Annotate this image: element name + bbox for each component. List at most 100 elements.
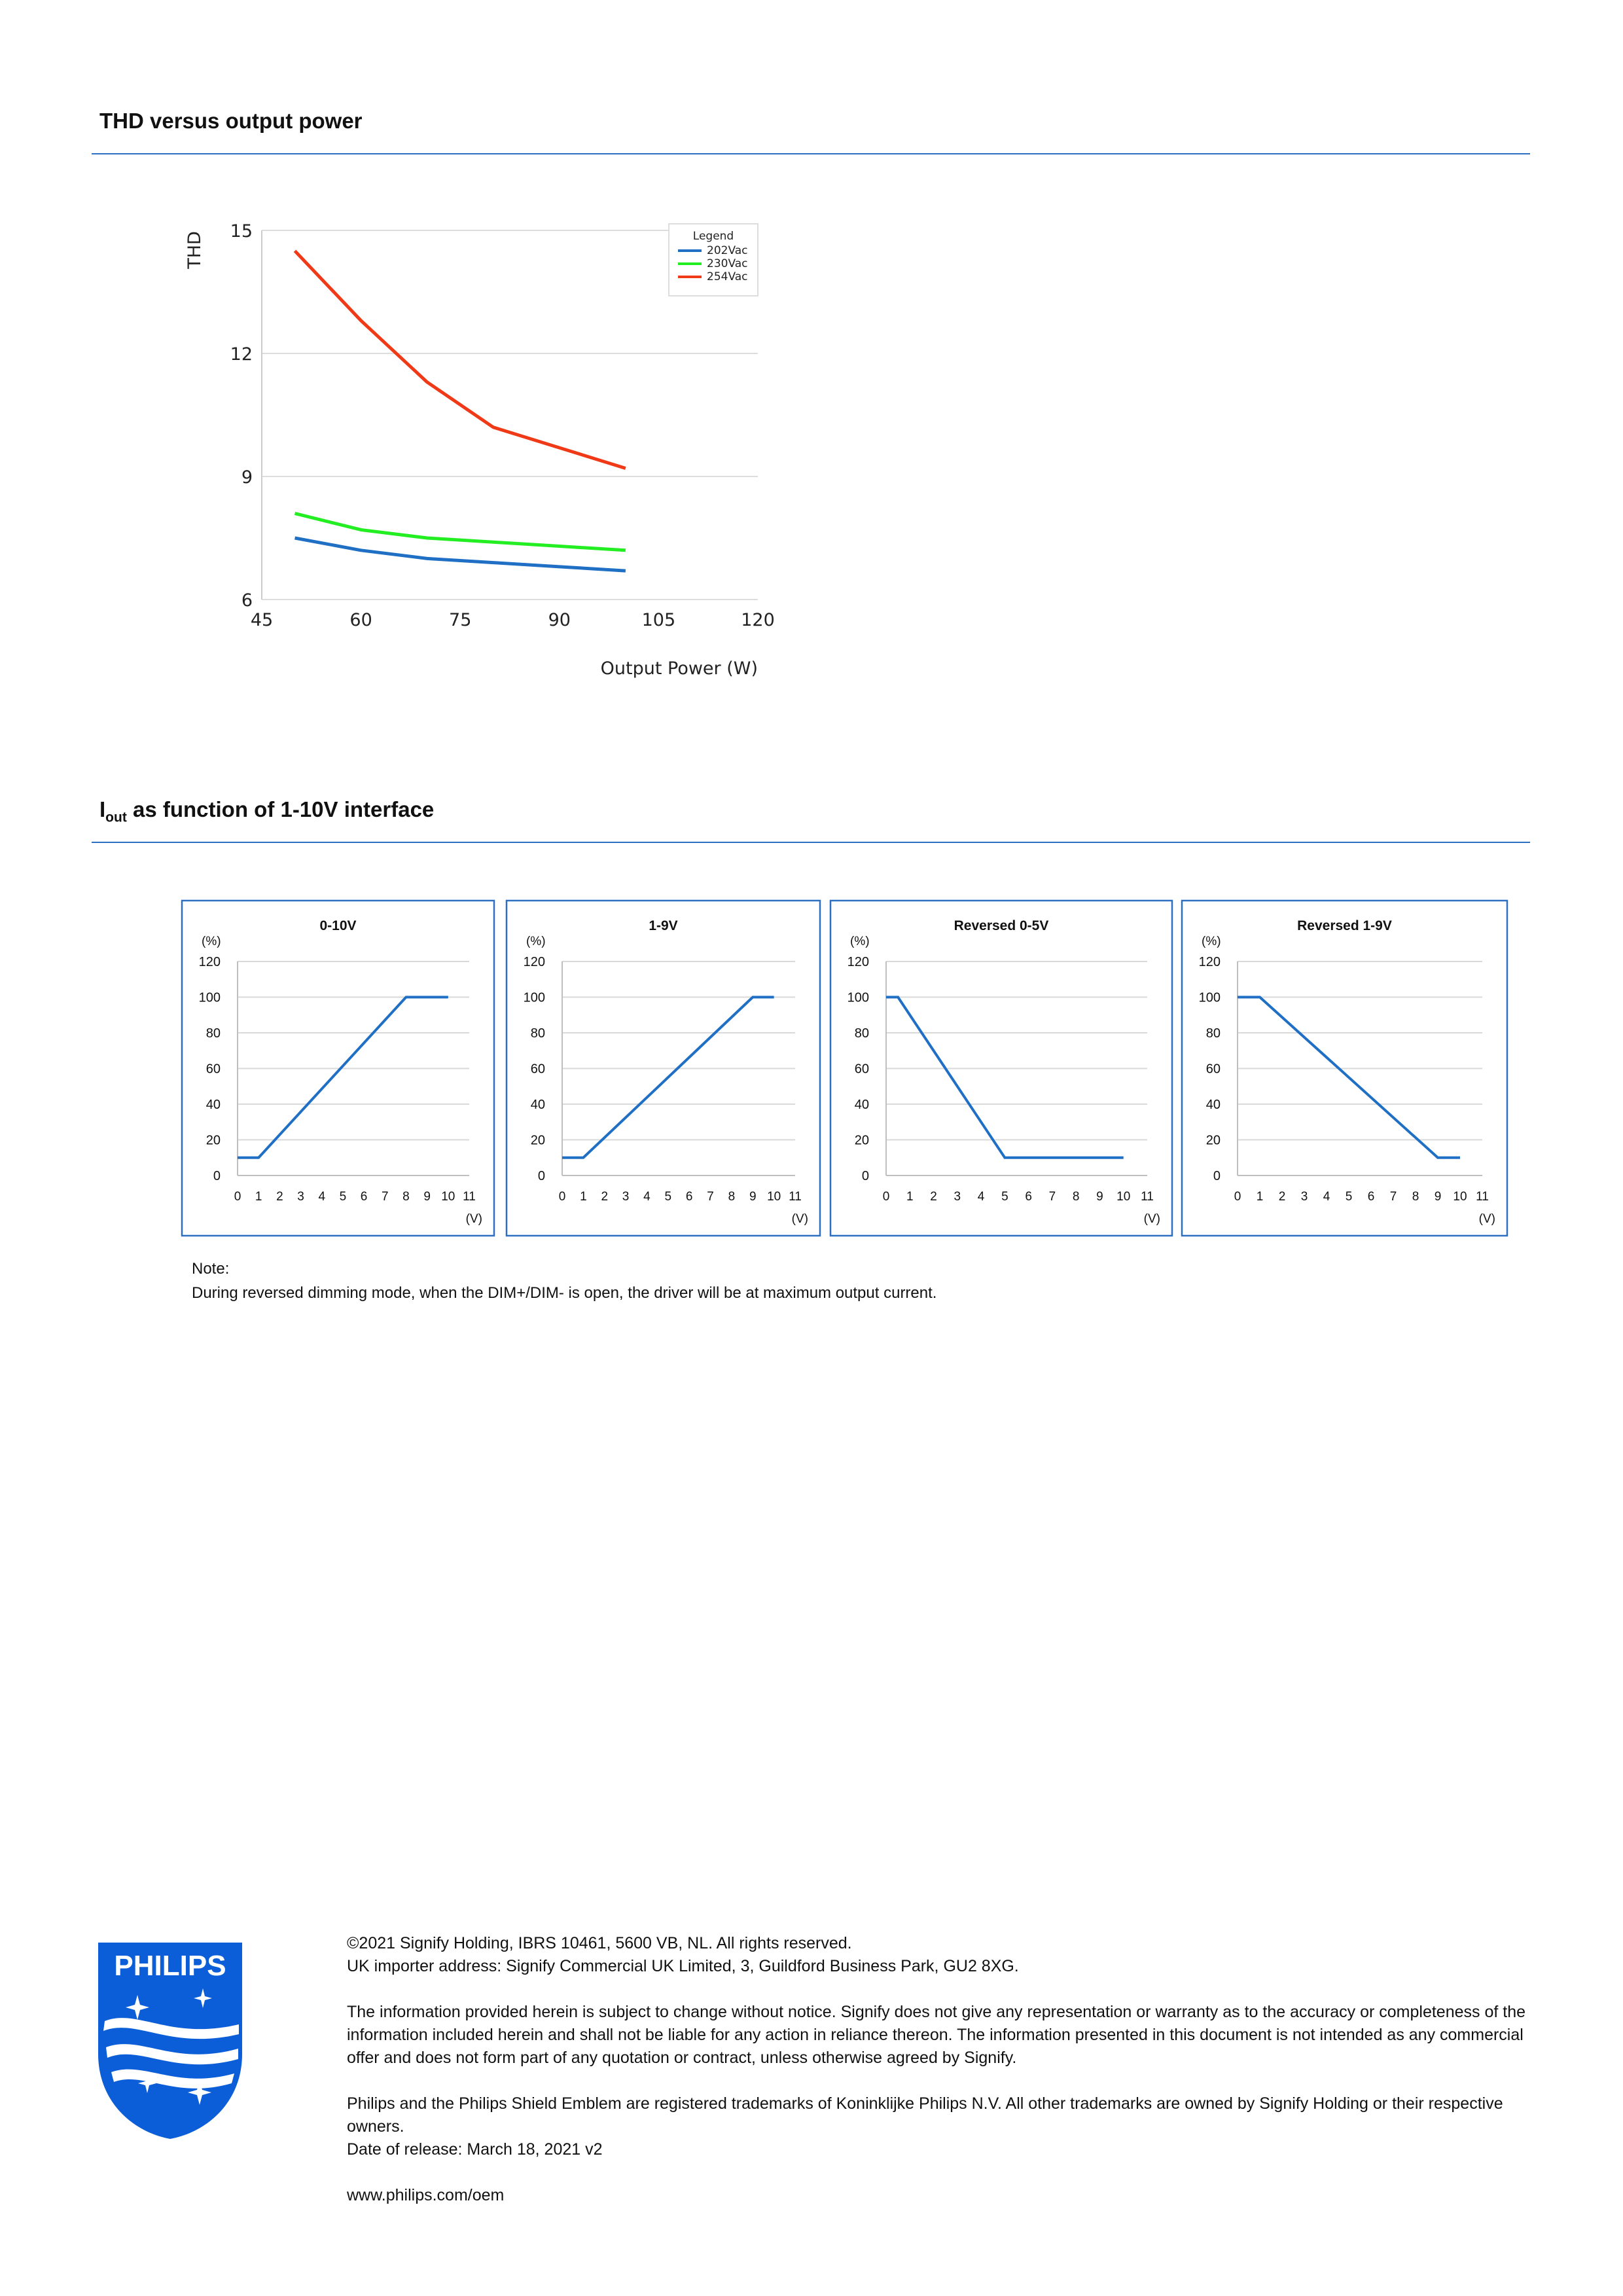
panel-curve (886, 996, 1124, 1159)
panel-y-tick-label: 40 (531, 1098, 545, 1112)
thd-tick-labels: 6 9 12 15 45 60 75 90 105 120 (230, 221, 775, 630)
footer-trademarks: Philips and the Philips Shield Emblem ar… (347, 2094, 1503, 2136)
panel-x-tick-label: 5 (1001, 1190, 1008, 1204)
thd-x-tick-label: 105 (642, 610, 676, 630)
thd-x-tick-label: 60 (349, 610, 372, 630)
panel-y-tick-label: 120 (1199, 955, 1221, 969)
thd-series-lines (293, 249, 626, 573)
panel-frame (1181, 899, 1508, 1237)
panel-curve (238, 996, 448, 1159)
panel-y-unit: (%) (202, 935, 221, 948)
panel-x-tick-label: 2 (1279, 1190, 1286, 1204)
footer-legal: ©2021 Signify Holding, IBRS 10461, 5600 … (347, 1932, 1531, 2207)
panel-y-tick-label: 100 (199, 991, 221, 1005)
panel-x-tick-label: 11 (463, 1190, 476, 1204)
panel-y-unit: (%) (850, 935, 870, 948)
dimming-panel-3: Reversed 0-5V (%) 0 20 40 60 80 100 120 0 1 2 3 4 5 6 7 8… (829, 899, 1173, 1237)
iout-section-title: Iout as function of 1-10V interface (99, 797, 434, 826)
section-divider (92, 153, 1530, 154)
panel-x-tick-label: 9 (1096, 1190, 1103, 1204)
thd-y-tick-label: 9 (241, 467, 253, 488)
panel-x-tick-label: 6 (361, 1190, 368, 1204)
panel-x-tick-label: 8 (1412, 1190, 1419, 1204)
panel-x-tick-label: 7 (382, 1190, 389, 1204)
panel-x-tick-label: 4 (643, 1190, 651, 1204)
thd-y-tick-label: 12 (230, 344, 253, 365)
panel-x-tick-label: 7 (1049, 1190, 1056, 1204)
iout-title-main: I (99, 797, 106, 821)
panel-y-tick-label: 80 (1206, 1026, 1221, 1041)
panel-y-tick-label: 40 (206, 1098, 221, 1112)
panel-x-tick-label: 1 (906, 1190, 914, 1204)
panel-x-tick-label: 4 (978, 1190, 985, 1204)
panel-y-tick-label: 60 (206, 1062, 221, 1077)
thd-series-line-230Vac (294, 511, 626, 552)
thd-legend-entry: 230Vac (707, 257, 748, 270)
footer-disclaimer: The information provided herein is subje… (347, 2003, 1526, 2067)
panel-y-tick-label: 0 (862, 1169, 869, 1183)
panel-x-tick-label: 3 (954, 1190, 961, 1204)
thd-legend-box (668, 223, 758, 296)
thd-x-axis-label: Output Power (W) (601, 658, 758, 679)
panel-curve (562, 996, 774, 1159)
panel-x-tick-label: 3 (622, 1190, 630, 1204)
panel-x-tick-label: 8 (1073, 1190, 1080, 1204)
panel-y-tick-label: 60 (1206, 1062, 1221, 1077)
panel-x-unit: (V) (466, 1212, 482, 1226)
panel-x-tick-label: 0 (883, 1190, 890, 1204)
panel-x-tick-label: 7 (1390, 1190, 1397, 1204)
panel-x-tick-label: 9 (423, 1190, 431, 1204)
panel-title: 0-10V (319, 918, 356, 933)
thd-legend-entry: 202Vac (707, 244, 748, 257)
panel-x-tick-label: 3 (1301, 1190, 1308, 1204)
thd-x-tick-label: 90 (548, 610, 571, 630)
dimming-panel-4: Reversed 1-9V (%) 0 20 40 60 80 100 120 0 1 2 3 4 5 6 7 8… (1181, 899, 1508, 1237)
panel-y-tick-label: 20 (1206, 1134, 1221, 1148)
panel-frame (181, 899, 495, 1237)
panel-x-tick-label: 10 (441, 1190, 455, 1204)
panel-y-tick-label: 60 (531, 1062, 545, 1077)
panel-y-tick-label: 0 (538, 1169, 545, 1183)
panel-title: Reversed 0-5V (954, 918, 1049, 933)
panel-x-tick-label: 9 (749, 1190, 757, 1204)
panel-title: Reversed 1-9V (1297, 918, 1392, 933)
panel-x-tick-label: 8 (402, 1190, 410, 1204)
philips-shield-logo: PHILIPS (98, 1943, 242, 2139)
panel-x-tick-label: 10 (1116, 1190, 1130, 1204)
panel-y-tick-label: 100 (1199, 991, 1221, 1005)
panel-x-tick-label: 4 (318, 1190, 325, 1204)
footer-website-link[interactable]: www.philips.com/oem (347, 2186, 505, 2204)
panel-x-tick-label: 1 (580, 1190, 587, 1204)
panel-y-tick-label: 20 (531, 1134, 545, 1148)
footer-importer: UK importer address: Signify Commercial … (347, 1957, 1019, 1975)
panel-x-tick-label: 11 (789, 1190, 802, 1204)
thd-series-line-202Vac (294, 536, 626, 573)
thd-legend-title: Legend (693, 230, 734, 243)
panel-x-tick-label: 1 (1257, 1190, 1264, 1204)
panel-y-tick-label: 120 (847, 955, 869, 969)
thd-x-tick-label: 45 (251, 610, 273, 630)
panel-x-tick-label: 2 (930, 1190, 937, 1204)
note-label: Note: (192, 1260, 230, 1278)
panel-y-unit: (%) (526, 935, 546, 948)
panel-y-tick-label: 60 (855, 1062, 869, 1077)
panel-title: 1-9V (649, 918, 677, 933)
panel-y-tick-label: 40 (1206, 1098, 1221, 1112)
note-block: Note: During reversed dimming mode, when… (192, 1257, 936, 1305)
panel-x-tick-label: 4 (1323, 1190, 1330, 1204)
section-divider (92, 842, 1530, 843)
thd-x-tick-label: 75 (449, 610, 471, 630)
panel-x-tick-label: 3 (297, 1190, 304, 1204)
panel-y-unit: (%) (1202, 935, 1221, 948)
panel-x-tick-label: 6 (1368, 1190, 1375, 1204)
panel-x-tick-label: 2 (601, 1190, 608, 1204)
panel-x-tick-label: 9 (1435, 1190, 1442, 1204)
panel-x-tick-label: 11 (1476, 1190, 1489, 1204)
panel-x-tick-label: 1 (255, 1190, 262, 1204)
thd-x-tick-label: 120 (741, 610, 775, 630)
panel-x-tick-label: 5 (665, 1190, 672, 1204)
thd-y-axis-label: THD (185, 231, 205, 270)
panel-x-tick-label: 5 (1346, 1190, 1353, 1204)
